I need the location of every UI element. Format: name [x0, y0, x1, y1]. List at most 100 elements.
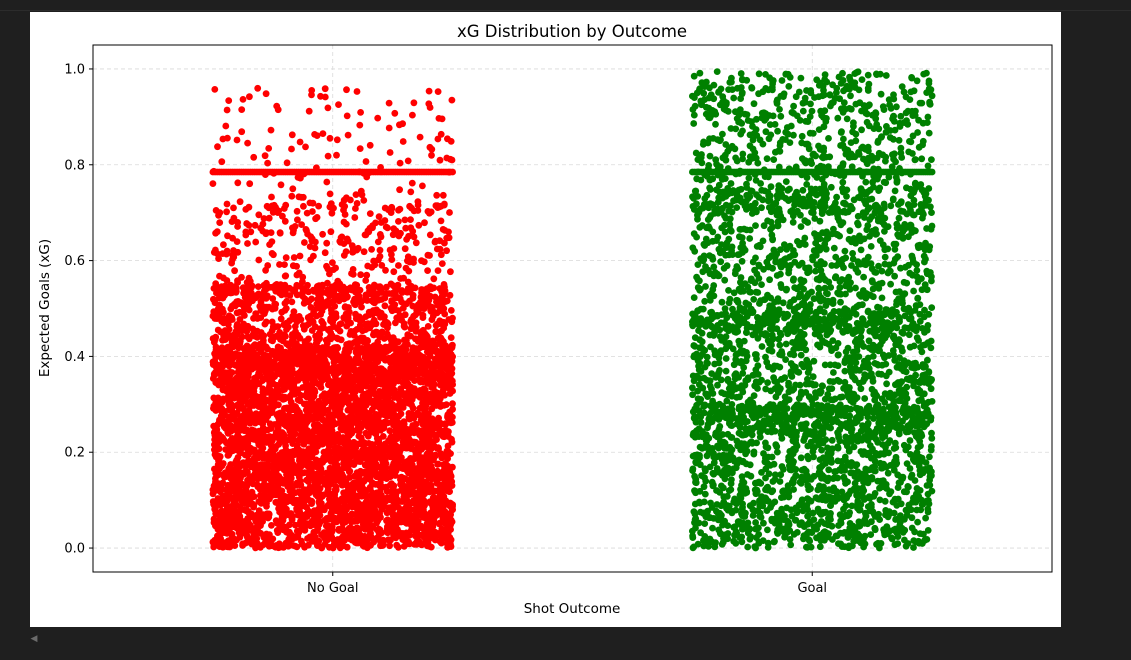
data-point	[305, 541, 312, 549]
data-point	[233, 329, 240, 337]
data-point	[438, 499, 445, 507]
data-point	[438, 378, 446, 385]
data-point	[246, 180, 254, 188]
data-point	[234, 277, 241, 284]
data-point	[209, 180, 217, 188]
data-point	[261, 152, 269, 160]
data-point	[362, 231, 370, 239]
data-point	[371, 457, 379, 464]
data-point	[401, 348, 409, 356]
data-point	[272, 429, 280, 437]
data-point	[431, 293, 439, 301]
data-point	[246, 93, 253, 101]
data-point	[299, 515, 307, 522]
data-point	[408, 316, 415, 323]
data-point	[293, 318, 301, 326]
data-point	[224, 351, 232, 359]
data-point	[308, 429, 316, 437]
data-point	[288, 331, 296, 338]
data-point	[340, 218, 348, 226]
data-point	[440, 384, 447, 391]
data-point	[331, 292, 338, 299]
data-point	[432, 477, 440, 484]
data-point	[362, 429, 370, 437]
data-point	[277, 181, 285, 189]
data-point	[252, 238, 260, 246]
data-point	[343, 543, 351, 551]
data-point	[273, 499, 281, 507]
data-point	[327, 509, 335, 517]
data-point	[333, 381, 341, 388]
data-point	[313, 527, 321, 534]
data-point	[223, 200, 231, 208]
data-point	[356, 516, 364, 524]
data-point	[381, 318, 389, 325]
data-point	[285, 406, 293, 413]
data-point	[335, 101, 342, 108]
data-point	[447, 268, 454, 276]
data-point	[360, 248, 368, 256]
data-point	[419, 311, 427, 319]
data-point	[253, 542, 260, 549]
data-point	[438, 292, 446, 300]
data-point	[323, 298, 331, 305]
data-point	[307, 256, 314, 264]
data-point	[382, 356, 389, 364]
data-point	[384, 224, 391, 232]
data-point	[430, 275, 438, 283]
data-point	[214, 143, 221, 151]
data-point	[246, 357, 254, 365]
data-point	[222, 335, 230, 342]
data-point	[441, 283, 448, 291]
data-point	[271, 421, 278, 428]
data-point	[445, 234, 453, 242]
data-point	[417, 298, 424, 306]
data-point	[338, 398, 346, 406]
data-point	[238, 106, 246, 113]
data-point	[449, 387, 456, 395]
data-point	[310, 473, 318, 481]
data-point	[269, 487, 276, 494]
data-point	[321, 85, 329, 93]
data-point	[358, 484, 366, 491]
data-point	[218, 346, 226, 354]
data-point	[294, 343, 302, 350]
data-point	[213, 283, 221, 291]
data-point	[440, 305, 448, 313]
data-point	[257, 529, 264, 537]
data-point	[355, 399, 363, 407]
data-point	[288, 192, 296, 200]
data-point	[242, 206, 250, 213]
data-point	[282, 291, 290, 298]
data-point	[339, 505, 347, 512]
data-point	[409, 425, 417, 432]
data-point	[391, 306, 399, 314]
data-point	[216, 510, 224, 518]
data-point	[398, 486, 405, 494]
data-point	[239, 542, 247, 549]
data-point	[293, 271, 301, 279]
data-point	[289, 312, 297, 320]
data-point	[233, 410, 241, 418]
data-point	[392, 337, 399, 345]
data-point	[358, 303, 365, 311]
data-point	[409, 111, 416, 119]
data-point	[435, 115, 443, 122]
data-point	[418, 541, 425, 549]
data-point	[244, 304, 251, 312]
data-point	[346, 358, 354, 365]
data-point	[299, 273, 307, 281]
data-point	[363, 462, 371, 470]
data-point	[431, 451, 439, 459]
data-point	[370, 331, 378, 339]
data-point	[436, 317, 444, 325]
data-point	[377, 538, 384, 546]
data-point	[323, 474, 331, 482]
data-point	[410, 99, 418, 107]
data-point	[362, 498, 370, 506]
data-point	[308, 447, 316, 454]
data-point	[396, 159, 404, 167]
data-point	[212, 207, 220, 214]
data-point	[352, 500, 360, 508]
data-point	[390, 268, 398, 276]
